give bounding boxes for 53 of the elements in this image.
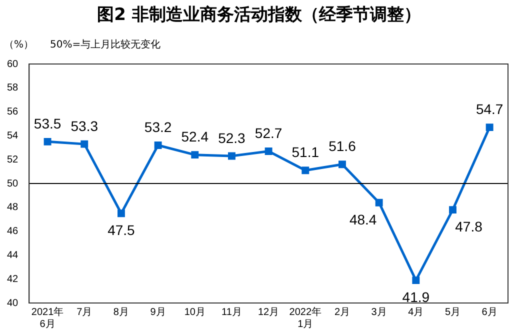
data-label: 53.2 [144,119,172,136]
point [302,166,310,174]
y-tick-label: 52 [7,154,19,166]
y-tick-label: 54 [7,130,19,142]
x-tick-label: 2月 [334,306,350,318]
x-tick-label: 5月 [444,306,461,318]
data-label: 54.7 [476,101,504,118]
y-tick-label: 56 [7,106,19,118]
point [338,160,346,168]
point [375,198,383,206]
x-tick-label: 3月 [371,306,387,318]
point [117,210,125,218]
data-label: 51.1 [292,144,320,160]
point [191,151,199,159]
data-label: 51.6 [328,138,356,154]
data-label: 53.5 [34,116,62,132]
chart-title: 图2 非制造业商务活动指数（经季节调整） [96,4,422,27]
x-tick-label: 12月 [258,306,280,318]
y-tick-label: 42 [7,274,19,285]
data-label: 48.4 [349,211,377,228]
y-tick-label: 48 [7,202,19,214]
point [154,142,162,149]
y-tick-label: 46 [7,226,19,238]
y-tick-label: 50 [7,178,19,190]
x-tick-label: 2022年 1月 [289,306,322,330]
data-label: 47.5 [108,222,136,238]
y-tick-label: 58 [7,82,19,94]
data-label: 41.9 [402,289,430,306]
data-label: 52.4 [181,128,209,145]
x-tick-label: 4月 [408,306,424,318]
point [449,206,456,214]
point [80,140,88,148]
point [228,152,236,160]
data-label: 52.3 [218,130,246,146]
x-tick-label: 8月 [113,306,129,318]
point [486,124,494,132]
x-tick-label: 2021年 6月 [31,306,64,330]
point [412,276,420,284]
x-tick-label: 6月 [482,306,498,318]
text: 50%=与上月比较无变化 [50,38,161,51]
y-tick-label: 44 [7,250,19,261]
x-tick-label: 9月 [150,306,166,318]
x-tick-label: 7月 [76,306,92,318]
x-tick-label: 11月 [222,306,242,318]
x-tick-label: 10月 [184,306,206,318]
y-tick-label: 40 [7,298,19,309]
data-label: 52.7 [254,125,282,142]
data-label: 53.3 [70,118,98,134]
y-tick-label: 60 [7,58,19,70]
data-label: 47.8 [455,218,483,235]
point [44,138,52,146]
y-axis-title: （%） [4,40,34,51]
point [264,148,272,155]
